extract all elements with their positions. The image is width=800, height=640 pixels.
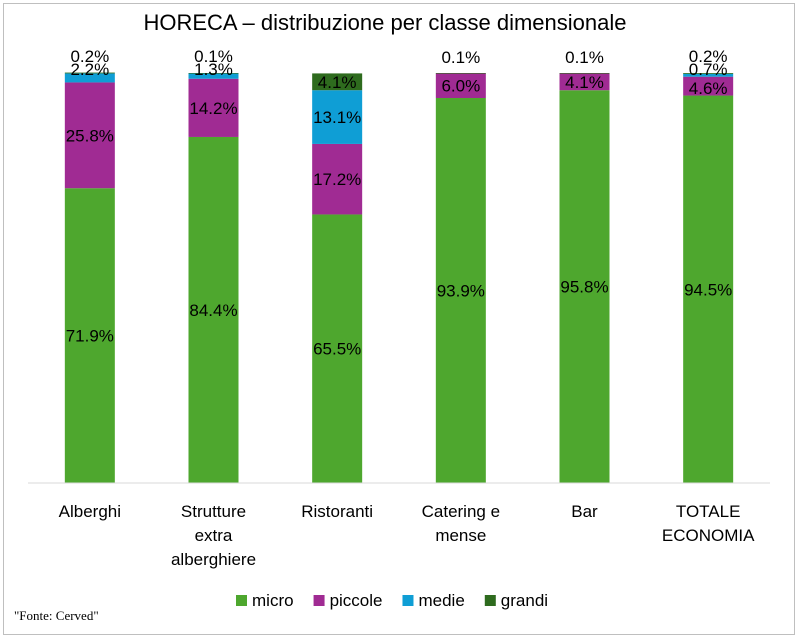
category-label-1-line-1: extra bbox=[195, 526, 233, 545]
legend: micro piccole medie grandi bbox=[236, 591, 548, 610]
bar-micro-4 bbox=[559, 90, 610, 483]
category-label-3-line-0: Catering e bbox=[422, 502, 500, 521]
data-label-grandi-3: 0.1% bbox=[441, 48, 480, 67]
bar-piccole-1 bbox=[188, 78, 239, 137]
data-label-piccole-3: 6.0% bbox=[441, 77, 480, 96]
data-labels-group: 71.9%25.8%2.2%0.2%84.4%14.2%1.3%0.1%65.5… bbox=[66, 47, 733, 359]
category-label-4-line-0: Bar bbox=[571, 502, 598, 521]
bar-micro-1 bbox=[188, 136, 239, 483]
data-label-micro-1: 84.4% bbox=[189, 301, 237, 320]
bar-medie-2 bbox=[312, 90, 363, 144]
legend-label-piccole: piccole bbox=[330, 591, 383, 610]
chart-title: HORECA – distribuzione per classe dimens… bbox=[143, 10, 626, 35]
legend-label-medie: medie bbox=[418, 591, 464, 610]
data-label-micro-2: 65.5% bbox=[313, 340, 361, 359]
bar-piccole-3 bbox=[435, 73, 486, 99]
bar-grandi-5 bbox=[683, 73, 734, 74]
bar-micro-2 bbox=[312, 214, 363, 483]
bar-medie-1 bbox=[188, 73, 239, 79]
data-label-medie-1: 1.3% bbox=[194, 60, 233, 79]
data-label-micro-0: 71.9% bbox=[66, 327, 114, 346]
category-label-3-line-1: mense bbox=[435, 526, 486, 545]
data-label-piccole-4: 4.1% bbox=[565, 73, 604, 92]
bar-medie-5 bbox=[683, 73, 734, 77]
bar-piccole-5 bbox=[683, 76, 734, 96]
bar-grandi-2 bbox=[312, 73, 363, 91]
bar-grandi-3 bbox=[435, 73, 486, 74]
category-label-0-line-0: Alberghi bbox=[59, 502, 121, 521]
legend-swatch-grandi bbox=[484, 595, 496, 606]
bar-grandi-4 bbox=[559, 73, 610, 74]
data-label-micro-4: 95.8% bbox=[560, 278, 608, 297]
data-label-piccole-1: 14.2% bbox=[189, 99, 237, 118]
data-label-grandi-2: 4.1% bbox=[318, 73, 357, 92]
data-label-medie-2: 13.1% bbox=[313, 108, 361, 127]
bar-micro-3 bbox=[435, 98, 486, 483]
bar-micro-0 bbox=[64, 188, 115, 483]
data-label-piccole-5: 4.6% bbox=[689, 79, 728, 98]
legend-swatch-micro bbox=[236, 595, 247, 606]
category-label-5-line-0: TOTALE bbox=[676, 502, 741, 521]
bar-grandi-0 bbox=[64, 72, 115, 74]
category-labels-group: Alberghi Strutture extra alberghiere Ristora… bbox=[59, 502, 755, 569]
data-label-micro-3: 93.9% bbox=[437, 282, 485, 301]
legend-label-micro: micro bbox=[252, 591, 294, 610]
source-note: "Fonte: Cerved" bbox=[14, 608, 99, 623]
category-label-2-line-0: Ristoranti bbox=[301, 502, 373, 521]
bar-micro-5 bbox=[683, 95, 734, 484]
data-label-grandi-5: 0.2% bbox=[689, 47, 728, 66]
bar-piccole-4 bbox=[559, 73, 610, 91]
data-label-piccole-0: 25.8% bbox=[66, 126, 114, 145]
data-label-medie-0: 2.2% bbox=[70, 60, 109, 79]
category-label-5-line-1: ECONOMIA bbox=[662, 526, 755, 545]
bar-piccole-0 bbox=[64, 82, 115, 189]
legend-swatch-piccole bbox=[313, 595, 325, 606]
legend-label-grandi: grandi bbox=[501, 591, 548, 610]
data-label-grandi-1: 0.1% bbox=[194, 47, 233, 66]
data-label-grandi-0: 0.2% bbox=[70, 47, 109, 66]
data-label-micro-5: 94.5% bbox=[684, 280, 732, 299]
category-label-1-line-2: alberghiere bbox=[171, 550, 256, 569]
bar-grandi-1 bbox=[188, 73, 239, 74]
data-label-medie-5: 0.7% bbox=[689, 60, 728, 79]
category-label-1-line-0: Strutture bbox=[181, 502, 246, 521]
legend-swatch-medie bbox=[402, 595, 414, 606]
chart-frame bbox=[3, 3, 795, 635]
bar-piccole-2 bbox=[312, 143, 363, 215]
data-label-grandi-4: 0.1% bbox=[565, 48, 604, 67]
bar-medie-0 bbox=[64, 73, 115, 83]
data-label-piccole-2: 17.2% bbox=[313, 170, 361, 189]
bars-group bbox=[64, 72, 734, 484]
